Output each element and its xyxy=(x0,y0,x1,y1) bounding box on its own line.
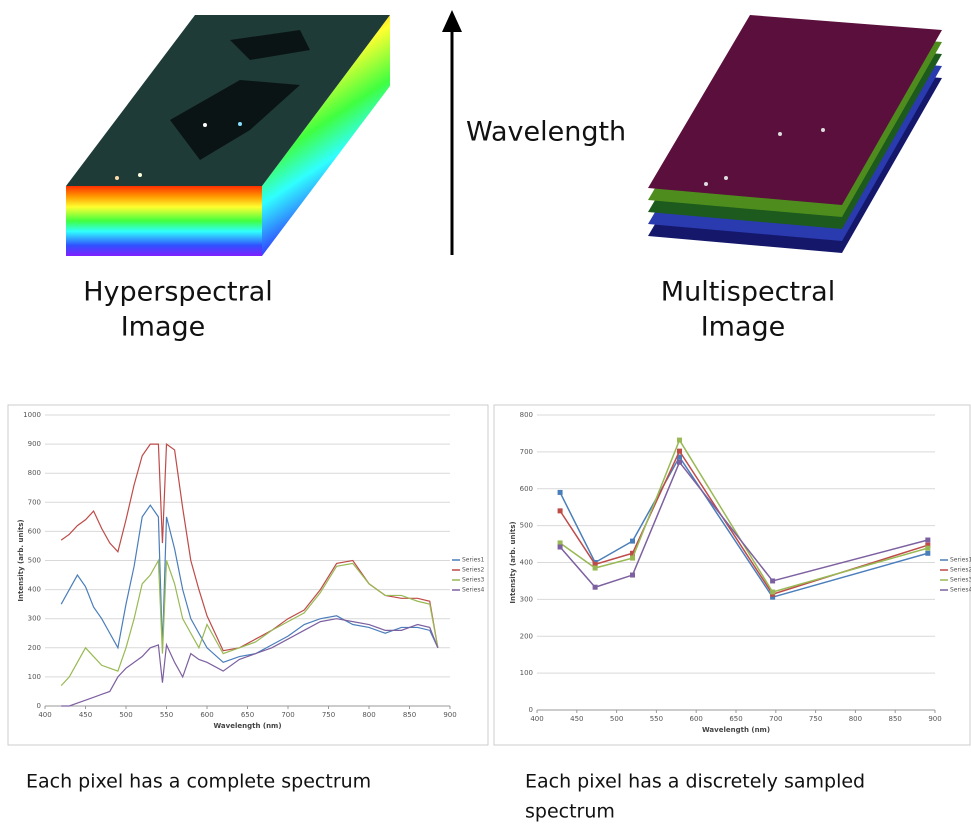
y-tick-label: 700 xyxy=(520,448,533,456)
x-tick-label: 750 xyxy=(322,711,335,719)
y-tick-label: 500 xyxy=(520,522,533,530)
hyperspectral-cube xyxy=(66,15,390,256)
series-marker xyxy=(558,545,563,550)
caption: Each pixel has a complete spectrum xyxy=(26,771,371,793)
x-tick-label: 450 xyxy=(570,715,583,723)
chart-panel xyxy=(494,405,970,745)
y-tick-label: 500 xyxy=(28,557,41,565)
x-tick-label: 800 xyxy=(849,715,862,723)
x-tick-label: 750 xyxy=(809,715,822,723)
x-tick-label: 450 xyxy=(79,711,92,719)
series-marker xyxy=(770,578,775,583)
y-tick-label: 700 xyxy=(28,498,41,506)
x-axis-title: Wavelength (nm) xyxy=(702,726,770,734)
y-tick-label: 200 xyxy=(28,644,41,652)
x-tick-label: 700 xyxy=(769,715,782,723)
series-marker xyxy=(630,573,635,578)
x-tick-label: 400 xyxy=(530,715,543,723)
x-tick-label: 850 xyxy=(403,711,416,719)
x-tick-label: 400 xyxy=(38,711,51,719)
x-axis-title: Wavelength (nm) xyxy=(213,722,281,730)
x-tick-label: 900 xyxy=(443,711,456,719)
y-tick-label: 200 xyxy=(520,632,533,640)
series-marker xyxy=(558,490,563,495)
wavelength-arrow xyxy=(442,10,462,255)
figure-canvas: Wavelength Hyperspectral Image Multispec… xyxy=(0,0,971,828)
x-tick-label: 650 xyxy=(241,711,254,719)
legend-label: Series3 xyxy=(950,577,971,584)
series-marker xyxy=(593,566,598,571)
y-tick-label: 100 xyxy=(520,669,533,677)
legend-label: Series2 xyxy=(462,567,484,574)
series-marker xyxy=(558,508,563,513)
series-marker xyxy=(630,556,635,561)
legend-label: Series3 xyxy=(462,577,484,584)
hyperspectral-label: Image xyxy=(121,312,206,343)
chart-panel xyxy=(8,405,488,745)
multispectral-stack xyxy=(648,15,942,253)
series-marker xyxy=(925,546,930,551)
legend-label: Series4 xyxy=(462,587,484,594)
hyperspectral-label: Hyperspectral xyxy=(83,277,273,308)
x-tick-label: 600 xyxy=(690,715,703,723)
figure: Wavelength Hyperspectral Image Multispec… xyxy=(0,0,971,828)
series-marker xyxy=(593,585,598,590)
y-axis-title: Intensity (arb. units) xyxy=(17,519,25,601)
multispectral-label: Image xyxy=(701,312,786,343)
x-tick-label: 850 xyxy=(889,715,902,723)
y-tick-label: 300 xyxy=(28,615,41,623)
y-tick-label: 600 xyxy=(28,527,41,535)
y-tick-label: 0 xyxy=(529,706,533,714)
series-marker xyxy=(925,538,930,543)
y-tick-label: 900 xyxy=(28,440,41,448)
y-tick-label: 600 xyxy=(520,485,533,493)
legend-label: Series1 xyxy=(950,557,971,564)
x-tick-label: 800 xyxy=(362,711,375,719)
caption: Each pixel has a discretely sampled xyxy=(525,771,865,793)
legend-label: Series4 xyxy=(950,587,971,594)
series-marker xyxy=(925,551,930,556)
x-tick-label: 500 xyxy=(610,715,623,723)
series-marker xyxy=(770,590,775,595)
y-axis-title: Intensity (arb. units) xyxy=(509,521,517,603)
y-tick-label: 300 xyxy=(520,595,533,603)
legend-label: Series2 xyxy=(950,567,971,574)
series-marker xyxy=(677,438,682,443)
y-tick-label: 1000 xyxy=(23,411,41,419)
x-tick-label: 550 xyxy=(650,715,663,723)
series-marker xyxy=(630,539,635,544)
wavelength-label: Wavelength xyxy=(466,117,626,148)
y-tick-label: 400 xyxy=(520,559,533,567)
series-marker xyxy=(677,460,682,465)
x-tick-label: 650 xyxy=(729,715,742,723)
y-tick-label: 800 xyxy=(520,411,533,419)
x-tick-label: 700 xyxy=(281,711,294,719)
x-tick-label: 900 xyxy=(928,715,941,723)
x-tick-label: 550 xyxy=(160,711,173,719)
caption: spectrum xyxy=(525,801,615,823)
legend-label: Series1 xyxy=(462,557,484,564)
y-tick-label: 0 xyxy=(37,702,41,710)
y-tick-label: 400 xyxy=(28,586,41,594)
x-tick-label: 500 xyxy=(119,711,132,719)
y-tick-label: 800 xyxy=(28,469,41,477)
y-tick-label: 100 xyxy=(28,673,41,681)
x-tick-label: 600 xyxy=(200,711,213,719)
series-marker xyxy=(677,449,682,454)
multispectral-label: Multispectral xyxy=(661,277,835,308)
